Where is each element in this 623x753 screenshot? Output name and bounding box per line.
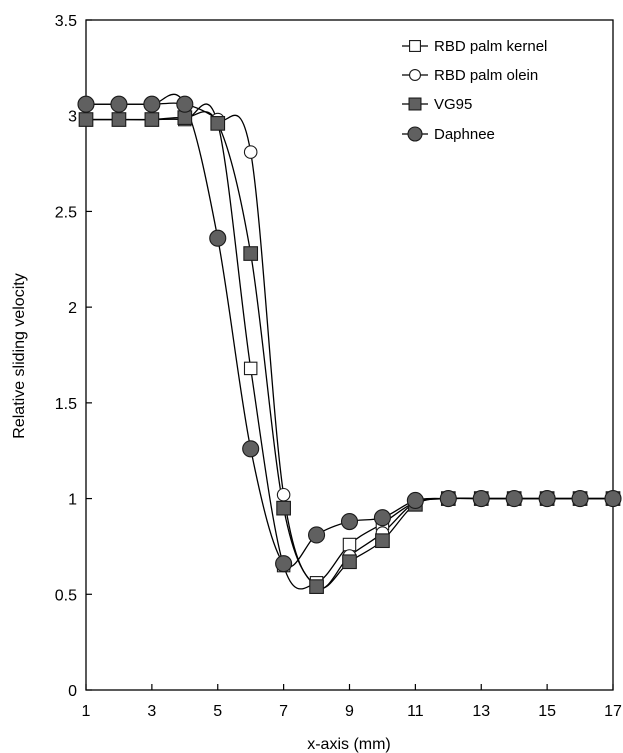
series-markers (77, 95, 622, 594)
data-point (144, 112, 160, 127)
x-tick-label: 13 (472, 703, 490, 720)
y-tick-label: 3.5 (55, 13, 77, 30)
data-point (604, 490, 622, 508)
legend-item: VG95 (402, 96, 472, 113)
y-tick-label: 0 (68, 683, 77, 700)
legend-label: RBD palm kernel (434, 38, 547, 55)
data-point (243, 361, 258, 376)
x-tick-label: 1 (82, 703, 91, 720)
legend-label: VG95 (434, 96, 472, 113)
data-point (276, 487, 291, 502)
legend-label: RBD palm olein (434, 67, 538, 84)
legend-item: RBD palm kernel (402, 38, 547, 55)
data-point (110, 95, 128, 113)
data-point (439, 490, 457, 508)
data-point (242, 440, 260, 458)
data-point (406, 491, 424, 510)
data-point (505, 490, 523, 508)
x-axis: 1 3 5 7 9 11 13 15 17 (82, 684, 622, 720)
data-point (177, 110, 193, 125)
data-point (243, 246, 259, 261)
data-point (209, 229, 227, 247)
series-line-3 (86, 93, 613, 568)
data-point (571, 490, 589, 508)
y-tick-label: 3 (68, 109, 77, 126)
data-point (77, 95, 95, 113)
legend-marker (408, 68, 422, 82)
data-point (373, 509, 391, 527)
legend-item: Daphnee (402, 126, 495, 143)
y-tick-label: 2 (68, 300, 77, 317)
data-point (210, 116, 226, 131)
legend-marker (407, 126, 423, 142)
data-point (308, 526, 326, 544)
data-point (472, 490, 490, 508)
data-point (276, 500, 291, 516)
data-point (275, 555, 293, 573)
data-point (375, 533, 390, 549)
x-tick-label: 7 (279, 703, 288, 720)
data-point (538, 490, 556, 508)
data-point (78, 112, 94, 127)
data-point (143, 95, 161, 113)
x-axis-title: x-axis (mm) (307, 736, 391, 753)
legend-marker (408, 97, 422, 111)
y-tick-label: 1 (68, 492, 77, 509)
legend: RBD palm kernel RBD palm olein VG95 Daphnee (402, 38, 547, 143)
data-point (243, 145, 258, 159)
data-point (342, 554, 357, 570)
y-axis-title: Relative sliding velocity (11, 273, 28, 438)
plot-frame (85, 19, 614, 691)
data-point (111, 112, 127, 127)
y-tick-label: 1.5 (55, 396, 77, 413)
y-tick-label: 2.5 (55, 204, 77, 221)
x-tick-label: 17 (604, 703, 622, 720)
data-point (176, 95, 194, 113)
data-point (340, 512, 359, 531)
x-tick-label: 15 (538, 703, 556, 720)
legend-label: Daphnee (434, 126, 495, 143)
x-tick-label: 9 (345, 703, 354, 720)
x-tick-label: 5 (213, 703, 222, 720)
x-tick-label: 3 (147, 703, 156, 720)
x-tick-label: 11 (407, 703, 424, 720)
data-point (309, 579, 324, 594)
y-tick-label: 0.5 (55, 587, 77, 604)
data-point (342, 537, 357, 552)
legend-marker (409, 40, 421, 52)
legend-item: RBD palm olein (402, 67, 538, 84)
